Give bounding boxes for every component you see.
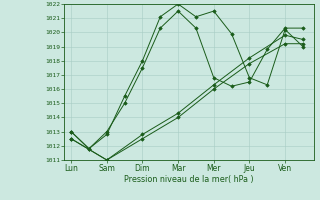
X-axis label: Pression niveau de la mer( hPa ): Pression niveau de la mer( hPa )	[124, 175, 254, 184]
